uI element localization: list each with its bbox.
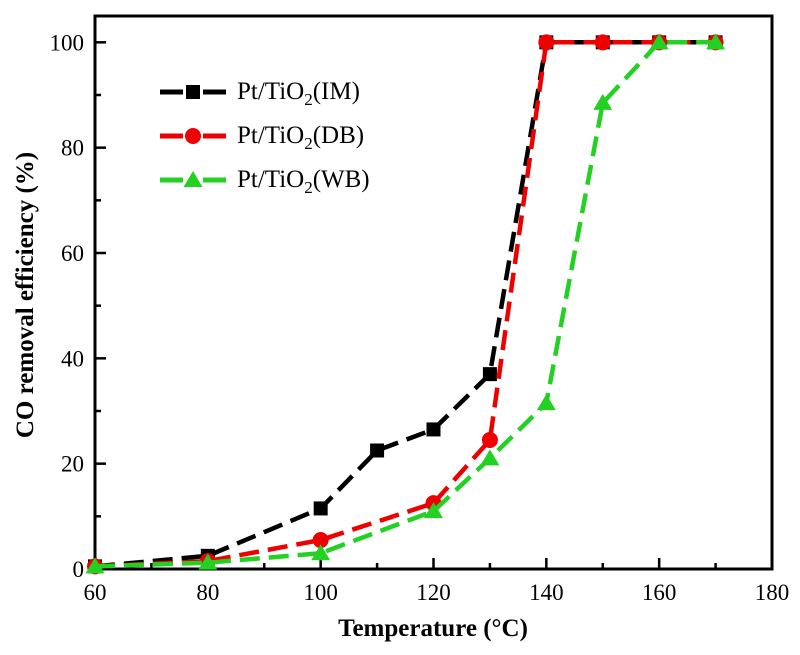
x-tick-label: 160	[642, 580, 677, 605]
marker-triangle-wb	[593, 93, 613, 110]
series-line-db	[94, 40, 716, 569]
marker-circle-db	[481, 431, 498, 448]
series-wb	[85, 33, 726, 574]
x-axis-title: Temperature (°C)	[338, 615, 528, 642]
marker-square-im	[370, 443, 385, 458]
legend-marker-triangle	[183, 171, 203, 187]
legend-swatch-db	[160, 128, 226, 144]
marker-circle-db	[594, 34, 611, 51]
marker-triangle-wb	[424, 502, 443, 519]
y-tick-label: 40	[61, 346, 84, 371]
x-tick-label: 180	[755, 580, 790, 605]
y-tick-label: 0	[73, 557, 85, 582]
legend-marker-square	[186, 85, 200, 99]
legend-label-im: Pt/TiO2(IM)	[237, 78, 360, 109]
legend-item-wb: Pt/TiO2(WB)	[160, 158, 370, 202]
marker-triangle-wb	[480, 449, 500, 466]
legend: Pt/TiO2(IM) Pt/TiO2(DB) Pt/TiO2(WB)	[160, 70, 370, 202]
x-tick-label: 140	[529, 580, 564, 605]
marker-triangle-wb	[706, 33, 726, 50]
marker-triangle-wb	[649, 33, 669, 50]
x-tick-label: 80	[196, 580, 219, 605]
x-tick-label: 100	[303, 580, 338, 605]
legend-item-db: Pt/TiO2(DB)	[160, 114, 370, 158]
y-tick-label: 100	[50, 30, 85, 55]
marker-triangle-wb	[536, 394, 556, 411]
legend-item-im: Pt/TiO2(IM)	[160, 70, 370, 114]
x-tick-label: 60	[84, 580, 107, 605]
marker-circle-db	[538, 34, 555, 51]
x-tick-label: 120	[416, 580, 451, 605]
legend-swatch-wb	[160, 171, 226, 187]
y-tick-label: 80	[61, 136, 84, 161]
marker-square-im	[426, 422, 441, 437]
y-tick-label: 20	[61, 452, 84, 477]
marker-triangle-wb	[311, 544, 331, 561]
legend-label-db: Pt/TiO2(DB)	[237, 122, 365, 153]
marker-square-im	[313, 501, 328, 516]
marker-square-im	[482, 367, 497, 382]
legend-label-wb: Pt/TiO2(WB)	[237, 166, 370, 197]
marker-triangle-wb	[198, 553, 218, 570]
marker-circle-db	[312, 532, 329, 549]
marker-triangle-wb	[85, 557, 105, 574]
legend-marker-circle	[185, 128, 201, 144]
y-tick-label: 60	[61, 241, 84, 266]
y-axis-title: CO removal efficiency (%)	[12, 151, 39, 439]
legend-swatch-im	[160, 85, 226, 99]
